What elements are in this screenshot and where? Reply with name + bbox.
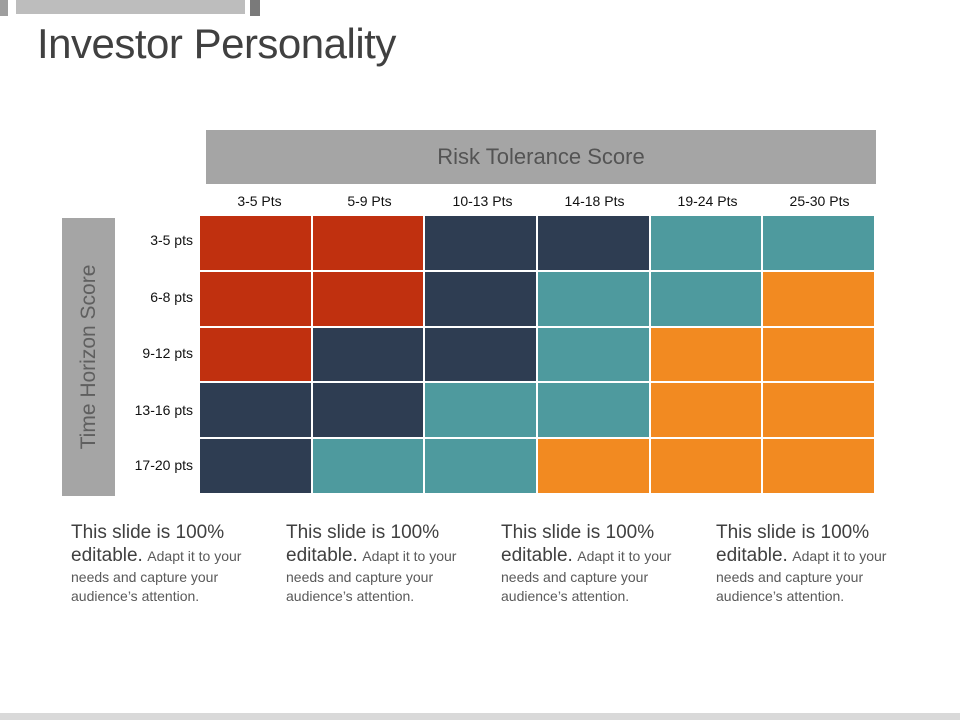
text-block-heading: This slide is 100% editable.	[71, 522, 225, 566]
heatmap-cell	[425, 327, 538, 384]
text-block: This slide is 100% editable. Adapt it to…	[501, 522, 696, 606]
heatmap-cell	[650, 327, 764, 384]
column-label: 5-9 Pts	[347, 193, 392, 209]
text-block-body: Adapt it to your needs and capture your …	[716, 547, 887, 604]
heatmap-cell	[200, 383, 313, 440]
heatmap-cell	[312, 383, 426, 440]
text-block-body: Adapt it to your needs and capture your …	[71, 547, 242, 604]
row-label: 13-16 pts	[134, 402, 193, 418]
text-block-heading: This slide is 100% editable.	[286, 522, 440, 566]
text-block: This slide is 100% editable. Adapt it to…	[716, 522, 911, 606]
heatmap-cell	[538, 439, 651, 495]
heatmap-cell	[312, 327, 426, 384]
heatmap-cell	[200, 327, 313, 384]
row-label: 6-8 pts	[150, 289, 193, 305]
text-block-body: Adapt it to your needs and capture your …	[286, 547, 457, 604]
heatmap-cell	[312, 271, 426, 328]
column-label: 3-5 Pts	[237, 193, 282, 209]
column-label: 10-13 Pts	[452, 193, 513, 209]
heatmap-cell	[425, 271, 538, 328]
heatmap-cell	[200, 216, 313, 272]
heatmap-cell	[312, 216, 426, 272]
row-label: 17-20 pts	[134, 457, 193, 473]
column-label: 14-18 Pts	[564, 193, 625, 209]
heatmap-cell	[538, 327, 651, 384]
heatmap-cell	[425, 216, 538, 272]
heatmap-cell	[538, 383, 651, 440]
top-accent-bar	[16, 0, 245, 14]
y-axis-title-box: Time Horizon Score	[62, 218, 115, 496]
heatmap-cell	[650, 271, 764, 328]
heatmap-cell	[650, 216, 764, 272]
bottom-accent-bar	[0, 713, 960, 720]
x-axis-title: Risk Tolerance Score	[206, 130, 876, 184]
heatmap-cell	[538, 271, 651, 328]
heatmap-cell	[763, 327, 876, 384]
text-block-body: Adapt it to your needs and capture your …	[501, 547, 672, 604]
text-block-heading: This slide is 100% editable.	[716, 522, 870, 566]
heatmap-cell	[763, 383, 876, 440]
text-block: This slide is 100% editable. Adapt it to…	[286, 522, 481, 606]
heatmap-cell	[763, 216, 876, 272]
heatmap-cell	[200, 271, 313, 328]
text-block: This slide is 100% editable. Adapt it to…	[71, 522, 266, 606]
heatmap-cell	[763, 439, 876, 495]
column-label: 25-30 Pts	[789, 193, 850, 209]
top-accent-left	[0, 0, 8, 16]
text-block-heading: This slide is 100% editable.	[501, 522, 655, 566]
heatmap-cell	[425, 439, 538, 495]
heatmap-cell	[763, 271, 876, 328]
column-label: 19-24 Pts	[677, 193, 738, 209]
page-title: Investor Personality	[37, 20, 396, 67]
y-axis-title: Time Horizon Score	[76, 264, 100, 450]
heatmap-cell	[425, 383, 538, 440]
heatmap-cell	[538, 216, 651, 272]
heatmap-cell	[650, 439, 764, 495]
row-label: 9-12 pts	[142, 345, 193, 361]
row-label: 3-5 pts	[150, 232, 193, 248]
heatmap-cell	[200, 439, 313, 495]
heatmap-cell	[312, 439, 426, 495]
heatmap-cell	[650, 383, 764, 440]
top-accent-right	[250, 0, 260, 16]
